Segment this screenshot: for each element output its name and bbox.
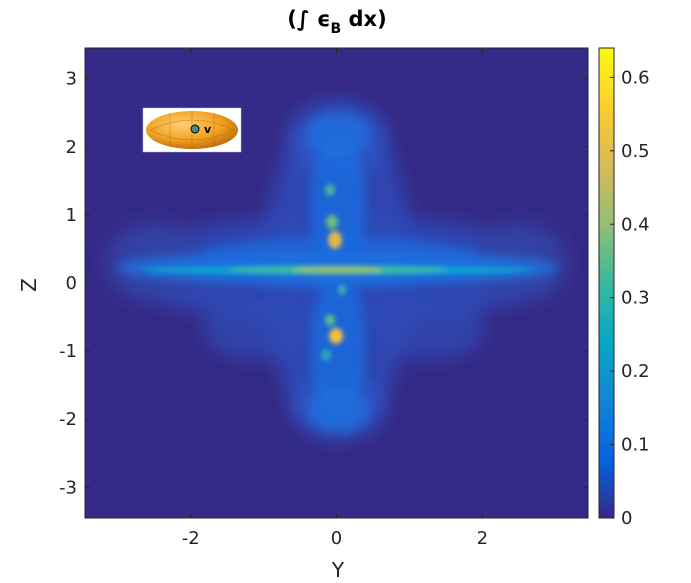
x-axis-ticks: -2 0 2 [182,48,488,549]
x-tick-label: 0 [331,528,342,549]
colorbar-ticks: 0 0.1 0.2 0.3 0.4 0.5 0.6 [610,67,650,529]
y-tick-label: 2 [66,137,77,158]
y-tick-label: -1 [59,341,77,362]
title-suffix: dx) [341,7,387,31]
y-tick-label: -2 [59,409,77,430]
x-tick-label: 2 [477,528,488,549]
title-prefix: (∫ ϵ [287,7,330,31]
svg-text:(∫ ϵB dx): (∫ ϵB dx) [287,7,386,37]
inset-marker-dot [190,124,200,134]
chart-title: (∫ ϵB dx) [287,7,386,37]
colorbar-tick-label: 0.5 [621,141,650,162]
title-subscript: B [331,21,342,37]
y-tick-label: 1 [66,205,77,226]
inset-torus-image: v [142,107,242,153]
y-tick-label: 0 [66,273,77,294]
colorbar-tick-label: 0 [621,508,632,529]
inset-view-label: v [204,123,212,136]
colorbar-gradient [599,48,614,518]
colorbar-tick-label: 0.3 [621,288,650,309]
y-tick-label: -3 [59,477,77,498]
x-axis-label: Y [331,558,345,582]
y-axis-ticks: 3 2 1 0 -1 -2 -3 [59,69,588,498]
colorbar-tick-label: 0.1 [621,435,650,456]
colorbar: 0 0.1 0.2 0.3 0.4 0.5 0.6 [598,47,650,529]
y-tick-label: 3 [66,69,77,90]
colorbar-frame [598,47,615,519]
colorbar-tick-label: 0.4 [621,214,650,235]
x-tick-label: -2 [182,528,200,549]
colorbar-tick-label: 0.6 [621,67,650,88]
heatmap-field [105,102,568,439]
core-layer [143,184,533,361]
halo-layer [105,102,568,439]
torus-mesh [149,111,235,149]
y-axis-label: Z [17,278,41,292]
colorbar-tick-label: 0.2 [621,361,650,382]
plot-area [84,47,589,519]
